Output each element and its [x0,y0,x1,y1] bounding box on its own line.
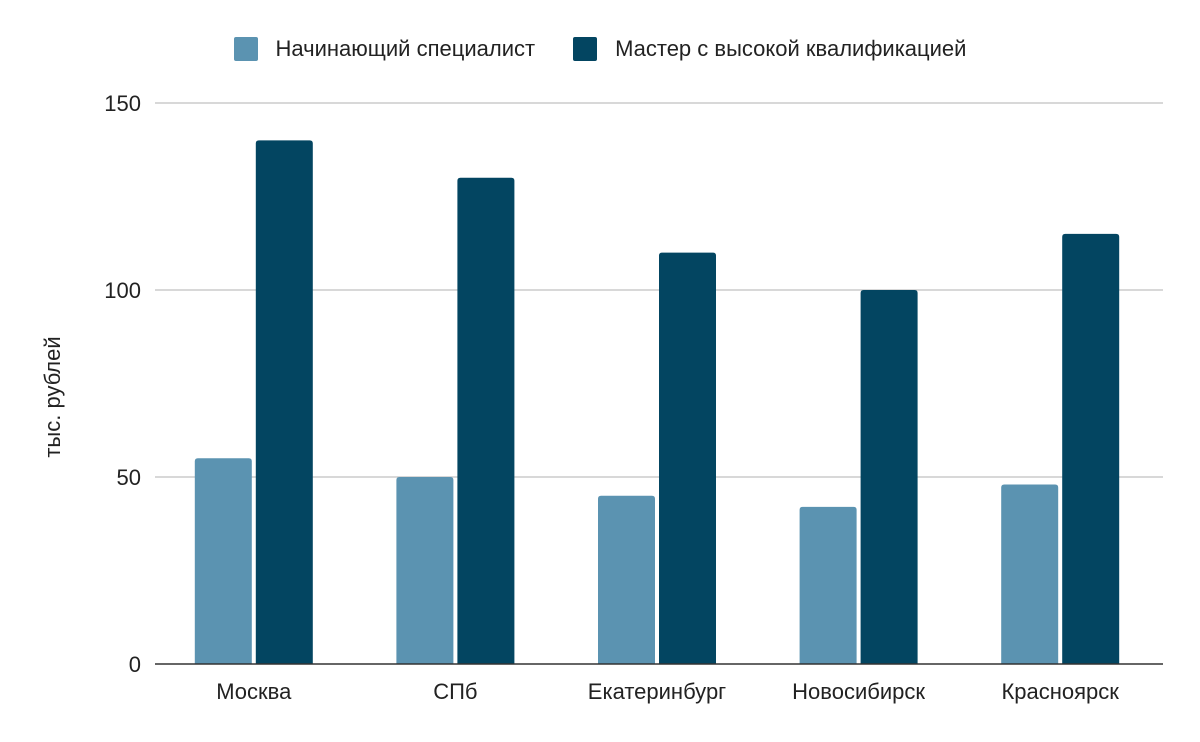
y-tick-label: 50 [117,465,141,490]
bar-beginner [194,458,252,664]
legend-item-beginner: Начинающий специалист [233,36,536,62]
bar-master [255,140,313,664]
bar-master [659,252,716,664]
x-tick-label: СПб [433,679,477,704]
legend-swatch-beginner [233,37,258,61]
y-tick-label: 150 [104,91,141,116]
legend-item-master: Мастер с высокой квалификацией [573,36,966,62]
bar-master [457,177,515,665]
x-tick-label: Москва [216,679,292,704]
bar-beginner [1001,484,1059,664]
x-tick-label: Новосибирск [792,679,925,704]
bar-beginner [396,477,454,664]
x-tick-label: Екатеринбург [588,679,726,704]
chart-legend: Начинающий специалист Мастер с высокой к… [0,36,1200,62]
legend-label-master: Мастер с высокой квалификацией [615,36,967,61]
bar-beginner [799,506,857,664]
y-axis-ticks: 0 50 100 150 [104,91,141,677]
legend-swatch-master [573,37,598,61]
bar-master [860,290,918,664]
y-axis-label: тыс. рублей [40,336,65,457]
y-tick-label: 0 [129,652,141,677]
legend-label-beginner: Начинающий специалист [275,36,536,61]
bar-master [1062,233,1120,664]
bar-beginner [598,495,655,664]
y-tick-label: 100 [104,278,141,303]
bars [194,140,1120,665]
x-tick-label: Красноярск [1001,679,1119,704]
x-axis-ticks: Москва СПб Екатеринбург Новосибирск Краснояр… [216,679,1119,704]
